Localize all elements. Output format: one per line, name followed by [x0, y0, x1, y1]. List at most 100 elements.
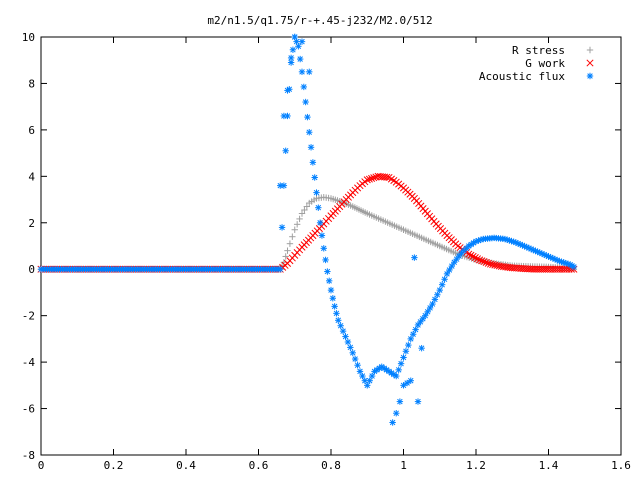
acoustic-flux-point	[315, 204, 322, 211]
y-tick-label: -6	[22, 403, 35, 416]
acoustic-flux-point	[393, 372, 400, 380]
g-work-point	[365, 175, 373, 183]
acoustic-flux-point	[373, 366, 381, 374]
g-work-point	[368, 174, 376, 182]
acoustic-flux-point	[339, 327, 347, 335]
acoustic-flux-point	[431, 296, 439, 303]
acoustic-flux-point	[438, 281, 446, 288]
series-0	[37, 194, 578, 273]
g-work-point	[476, 256, 484, 264]
acoustic-flux-point	[331, 303, 338, 310]
x-tick-label: 1	[400, 459, 407, 472]
acoustic-flux-point	[570, 263, 578, 271]
legend-label: Acoustic flux	[479, 70, 565, 83]
acoustic-flux-scatter-point	[400, 382, 407, 389]
r-stress-point	[282, 253, 289, 260]
acoustic-flux-scatter-point	[389, 419, 396, 426]
g-work-point	[370, 174, 378, 182]
r-stress-point	[303, 203, 311, 210]
acoustic-flux-point	[337, 322, 344, 329]
acoustic-flux-point	[302, 98, 309, 106]
y-tick-label: -2	[22, 310, 35, 323]
plot-frame	[40, 36, 622, 456]
r-stress-point	[298, 210, 306, 217]
r-stress-point	[301, 206, 308, 214]
series-2	[37, 33, 578, 389]
acoustic-flux-scatter-point	[280, 112, 288, 120]
acoustic-flux-scatter-point	[414, 398, 422, 405]
x-tick-label: 0.4	[176, 459, 196, 472]
acoustic-flux-point	[320, 245, 327, 252]
acoustic-flux-scatter-point	[396, 398, 404, 405]
legend-label: R stress	[512, 44, 565, 57]
y-tick-label: 2	[28, 217, 35, 230]
acoustic-flux-point	[313, 189, 320, 196]
y-tick-label: -8	[22, 449, 35, 462]
g-work-point	[473, 255, 482, 263]
acoustic-flux-point	[368, 372, 376, 380]
acoustic-flux-point	[448, 262, 456, 270]
acoustic-flux-point	[295, 43, 302, 50]
g-work-point	[465, 250, 473, 258]
x-tick-label: 0.8	[321, 459, 341, 472]
g-work-point	[383, 173, 391, 181]
g-work-point	[482, 258, 490, 266]
acoustic-flux-point	[407, 335, 414, 343]
x-tick-label: 0	[38, 459, 45, 472]
acoustic-flux-point	[289, 46, 297, 53]
acoustic-flux-scatter-point	[287, 54, 295, 62]
x-tick-label: 1.6	[611, 459, 631, 472]
acoustic-flux-point	[282, 147, 289, 154]
legend-marker	[586, 59, 594, 67]
g-work-point	[489, 261, 497, 269]
acoustic-flux-point	[335, 317, 342, 324]
acoustic-flux-point	[359, 372, 366, 380]
g-work-point	[363, 176, 371, 184]
r-stress-point	[296, 215, 303, 223]
y-tick-label: -4	[22, 356, 36, 369]
r-stress-point	[284, 247, 291, 254]
acoustic-flux-point	[349, 349, 356, 357]
legend-marker	[586, 72, 594, 80]
acoustic-flux-point	[327, 286, 335, 294]
acoustic-flux-scatter-point	[306, 68, 313, 76]
y-tick-label: 10	[22, 31, 35, 44]
acoustic-flux-scatter-point	[291, 33, 298, 41]
acoustic-flux-point	[324, 268, 331, 275]
acoustic-flux-point	[325, 277, 333, 285]
acoustic-flux-point	[306, 129, 313, 136]
acoustic-flux-point	[400, 354, 407, 361]
acoustic-flux-point	[322, 256, 329, 264]
acoustic-flux-point	[434, 291, 441, 298]
acoustic-flux-point	[402, 348, 410, 355]
acoustic-flux-point	[356, 368, 364, 375]
g-work-point	[478, 257, 486, 265]
acoustic-flux-point	[298, 68, 306, 76]
r-stress-point	[293, 221, 301, 228]
g-work-point	[480, 258, 488, 266]
axis-ticks: 0 0.2 0.4 0.6 0.8 1 1.2 1.4 1.6 10 8 6 4 2 0 -2 -4 -6 -8	[22, 31, 631, 472]
y-tick-label: 8	[28, 77, 35, 90]
acoustic-flux-point	[309, 159, 317, 166]
chart-title: m2/n1.5/q1.75/r-+.45-j232/M2.0/512	[207, 14, 432, 27]
acoustic-flux-point	[409, 331, 417, 338]
acoustic-flux-point	[296, 55, 304, 63]
y-tick-label: 6	[28, 124, 35, 137]
g-work-point	[486, 260, 495, 268]
r-stress-point	[286, 240, 294, 247]
acoustic-flux-point	[412, 326, 419, 333]
acoustic-flux-point	[405, 341, 412, 349]
x-tick-label: 0.6	[249, 459, 269, 472]
legend-label: G work	[525, 57, 565, 70]
acoustic-flux-point	[364, 382, 371, 389]
series-1	[37, 172, 578, 273]
acoustic-flux-point	[344, 338, 352, 346]
acoustic-flux-scatter-point	[284, 87, 291, 94]
acoustic-flux-point	[342, 333, 349, 340]
g-work-point	[471, 254, 479, 262]
acoustic-flux-scatter-point	[298, 38, 306, 45]
x-tick-label: 1.2	[466, 459, 486, 472]
acoustic-flux-point	[329, 295, 337, 302]
